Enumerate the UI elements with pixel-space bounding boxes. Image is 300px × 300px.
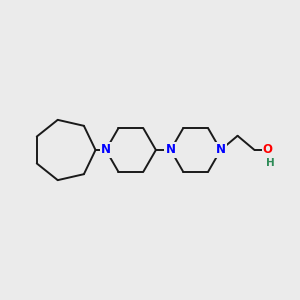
Text: N: N [101,143,111,157]
Text: N: N [166,143,176,157]
Text: H: H [266,158,275,168]
Text: N: N [216,143,226,157]
Text: O: O [263,143,273,157]
